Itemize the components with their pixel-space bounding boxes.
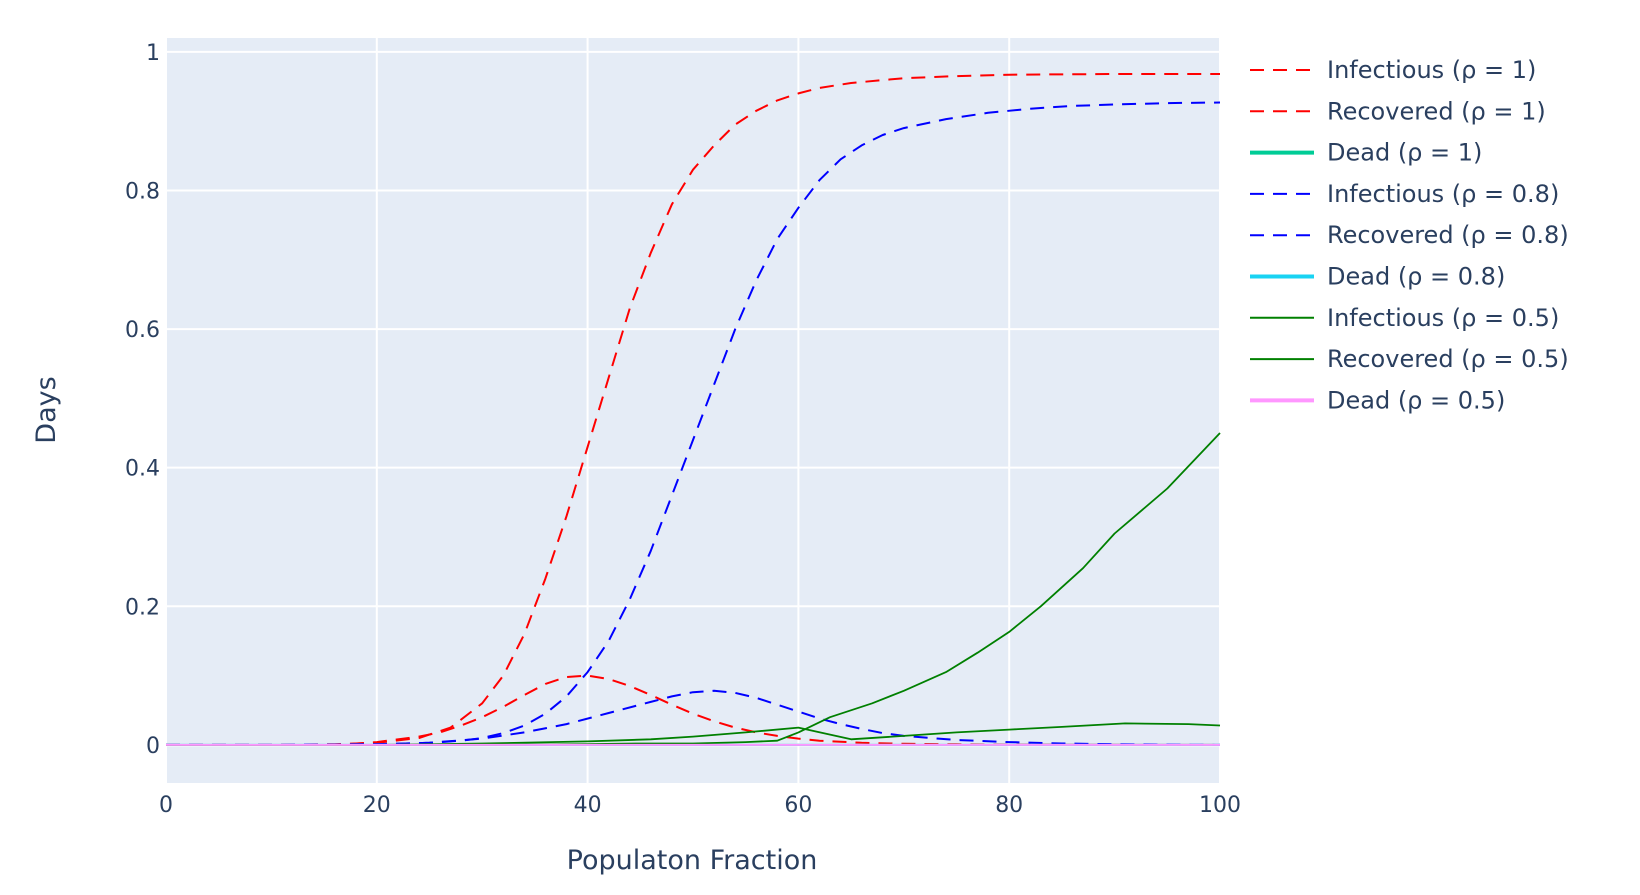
series-line-2 bbox=[166, 73, 1220, 746]
legend-label: Recovered (ρ = 1) bbox=[1327, 97, 1546, 125]
legend[interactable]: Infectious (ρ = 1) Recovered (ρ = 1) Dead … bbox=[1250, 56, 1569, 414]
y-tick-label: 0.8 bbox=[125, 179, 160, 204]
legend-label: Infectious (ρ = 1) bbox=[1327, 56, 1536, 84]
y-tick-label: 1 bbox=[146, 41, 160, 66]
legend-item[interactable]: Infectious (ρ = 0.5) bbox=[1250, 304, 1559, 332]
legend-item[interactable]: Recovered (ρ = 0.8) bbox=[1250, 221, 1569, 249]
y-tick-label: 0.6 bbox=[125, 318, 160, 343]
plot-background bbox=[166, 38, 1220, 783]
x-tick-label: 40 bbox=[574, 793, 602, 818]
legend-label: Dead (ρ = 0.5) bbox=[1327, 386, 1505, 414]
x-tick-label: 80 bbox=[995, 793, 1023, 818]
x-tick-label: 0 bbox=[159, 793, 173, 818]
y-axis-title: Days bbox=[31, 376, 62, 443]
legend-label: Recovered (ρ = 0.5) bbox=[1327, 345, 1569, 373]
series-line-1 bbox=[166, 674, 1221, 746]
series-line-5 bbox=[166, 101, 1221, 746]
series-line-4 bbox=[166, 689, 1221, 746]
legend-item[interactable]: Dead (ρ = 0.8) bbox=[1250, 263, 1505, 291]
x-tick-label: 100 bbox=[1199, 793, 1241, 818]
x-tick-label: 60 bbox=[784, 793, 812, 818]
legend-item[interactable]: Infectious (ρ = 1) bbox=[1250, 56, 1536, 84]
legend-label: Infectious (ρ = 0.5) bbox=[1327, 304, 1559, 332]
legend-label: Infectious (ρ = 0.8) bbox=[1327, 180, 1559, 208]
y-tick-label: 0 bbox=[146, 734, 160, 759]
legend-item[interactable]: Infectious (ρ = 0.8) bbox=[1250, 180, 1559, 208]
legend-item[interactable]: Recovered (ρ = 0.5) bbox=[1250, 345, 1569, 373]
legend-item[interactable]: Dead (ρ = 0.5) bbox=[1250, 386, 1505, 414]
y-tick-label: 0.2 bbox=[125, 595, 160, 620]
legend-label: Dead (ρ = 1) bbox=[1327, 139, 1482, 167]
legend-label: Recovered (ρ = 0.8) bbox=[1327, 221, 1569, 249]
series-lines bbox=[166, 73, 1221, 746]
legend-label: Dead (ρ = 0.8) bbox=[1327, 263, 1505, 291]
x-axis-title: Populaton Fraction bbox=[567, 845, 818, 876]
x-tick-label: 20 bbox=[363, 793, 391, 818]
plot-area bbox=[166, 38, 1220, 783]
axis-ticks: 0 20 40 60 80 100 0 0.2 0.4 0.6 0.8 1 bbox=[125, 41, 1241, 818]
y-tick-label: 0.4 bbox=[125, 457, 160, 482]
legend-item[interactable]: Recovered (ρ = 1) bbox=[1250, 97, 1546, 125]
legend-item[interactable]: Dead (ρ = 1) bbox=[1250, 139, 1482, 167]
